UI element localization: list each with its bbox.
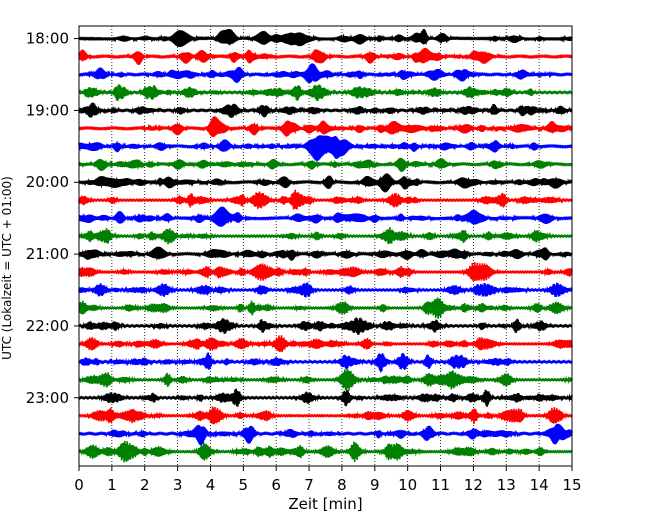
trace-1800 [78, 28, 573, 48]
x-axis-label: Zeit [min] [288, 495, 362, 513]
y-tick-label: 20:00 [26, 173, 69, 191]
x-tick-label: 4 [206, 476, 216, 494]
x-tick-label: 1 [107, 476, 117, 494]
y-axis-ticks: 18:00 19:00 20:00 21:00 22:00 23:00 [26, 30, 79, 407]
trace-2045 [78, 227, 573, 245]
trace-2330 [78, 423, 573, 446]
x-tick-label: 14 [530, 476, 549, 494]
y-tick-label: 22:00 [26, 317, 69, 335]
x-tick-label: 6 [271, 476, 281, 494]
trace-2245 [78, 368, 573, 391]
trace-2000 [78, 173, 573, 193]
trace-1915 [78, 116, 573, 138]
x-tick-label: 12 [464, 476, 483, 494]
plot-frame [78, 25, 573, 467]
trace-2230 [78, 352, 573, 373]
x-tick-label: 7 [304, 476, 314, 494]
y-tick-label: 21:00 [26, 245, 69, 263]
trace-2345 [78, 440, 573, 463]
x-tick-label: 8 [337, 476, 347, 494]
x-tick-label: 2 [140, 476, 150, 494]
seismic-traces [78, 28, 573, 463]
trace-2215 [78, 335, 573, 353]
trace-2130 [78, 282, 573, 298]
y-tick-label: 18:00 [26, 30, 69, 48]
trace-2315 [78, 406, 573, 425]
x-tick-label: 3 [173, 476, 183, 494]
x-tick-label: 9 [370, 476, 380, 494]
trace-1830 [78, 63, 573, 84]
plot-area [79, 26, 572, 466]
trace-2145 [78, 297, 573, 319]
x-tick-label: 10 [398, 476, 417, 494]
trace-1945 [78, 157, 573, 172]
trace-1900 [78, 102, 573, 118]
y-tick-label: 23:00 [26, 389, 69, 407]
trace-2100 [78, 246, 573, 261]
trace-1930 [78, 135, 573, 161]
x-tick-label: 11 [431, 476, 450, 494]
trace-2030 [78, 206, 573, 227]
trace-2200 [78, 317, 573, 335]
x-tick-label: 5 [239, 476, 249, 494]
trace-2015 [78, 189, 573, 210]
trace-2115 [78, 262, 573, 282]
trace-2300 [78, 388, 573, 407]
x-tick-label: 15 [562, 476, 581, 494]
trace-1845 [78, 84, 573, 102]
x-axis-ticks: 0 1 2 3 4 5 6 7 8 9 10 11 12 13 14 15 [74, 466, 582, 494]
y-tick-label: 19:00 [26, 101, 69, 119]
trace-1815 [78, 47, 573, 66]
x-tick-label: 0 [74, 476, 84, 494]
x-tick-label: 13 [497, 476, 516, 494]
y-axis-label: UTC (Lokalzeit = UTC + 01:00) [0, 176, 14, 360]
